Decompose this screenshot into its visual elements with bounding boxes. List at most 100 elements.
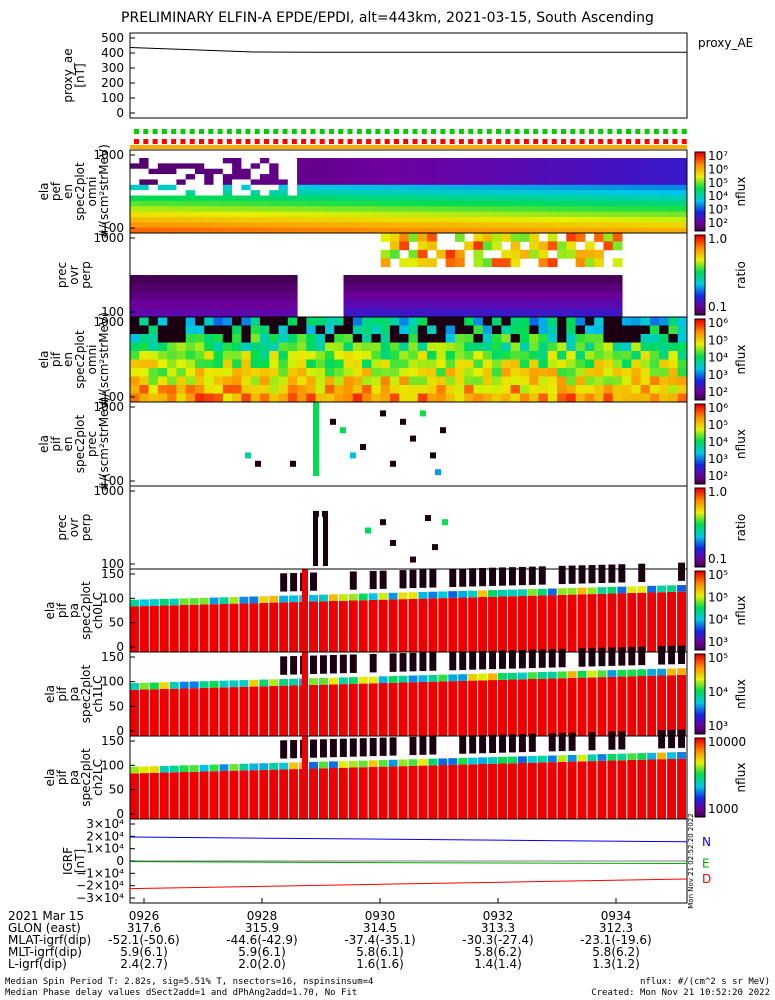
heatmap-cell <box>148 211 159 218</box>
heatmap-cell <box>213 163 224 170</box>
heatmap-cell <box>241 376 252 386</box>
heatmap-cell <box>622 195 632 202</box>
colorbar-segment <box>695 436 705 439</box>
colorbar-segment <box>695 281 705 284</box>
heatmap-cell <box>622 216 632 223</box>
heatmap-cell <box>668 158 679 164</box>
heatmap-cell <box>501 206 512 213</box>
colorbar-segment <box>695 353 705 356</box>
heatmap-cell <box>557 163 567 170</box>
heatmap-cell <box>668 168 679 175</box>
heatmap-cell <box>289 595 299 603</box>
heatmap-cell <box>249 596 259 604</box>
heatmap-cell <box>213 325 224 335</box>
heatmap-cell <box>501 300 512 310</box>
heatmap-cell <box>297 158 307 164</box>
heatmap-cell <box>612 206 623 213</box>
heatmap-cell <box>436 163 447 170</box>
x-tick-value: 314.5 <box>363 921 397 935</box>
heatmap-cell <box>222 300 233 310</box>
y-tick-label: 0 <box>116 106 124 120</box>
heatmap-cell <box>510 325 521 335</box>
heatmap-cell <box>622 168 632 175</box>
heatmap-cell <box>519 168 530 175</box>
heatmap-cell <box>378 599 388 652</box>
heatmap-cell <box>255 460 261 467</box>
heatmap-cell <box>250 300 261 310</box>
heatmap-cell <box>167 222 177 229</box>
heatmap-cell <box>194 174 205 180</box>
heatmap-cell <box>302 652 308 736</box>
colorbar-frame <box>694 151 706 232</box>
heatmap-cell <box>362 393 372 403</box>
heatmap-cell <box>482 275 493 284</box>
heatmap-cell <box>130 216 140 223</box>
heatmap-cell <box>438 758 448 766</box>
heatmap-cell <box>306 211 317 218</box>
colorbar-segment <box>695 745 705 749</box>
heatmap-cell <box>149 599 159 606</box>
colorbar-segment <box>695 505 705 509</box>
colorbar-segment <box>695 255 705 258</box>
heatmap-cell <box>492 283 502 293</box>
heatmap-cell <box>176 163 187 170</box>
y-axis-label: #/(scm²strMeV) <box>97 312 111 407</box>
heatmap-cell <box>603 179 614 186</box>
heatmap-cell <box>677 216 688 223</box>
heatmap-cell <box>324 393 335 403</box>
colorbar-segment <box>695 696 705 699</box>
y-axis-label: perp <box>79 261 93 289</box>
heatmap-cell <box>594 249 604 259</box>
heatmap-cell <box>380 283 391 293</box>
heatmap-cell <box>259 393 270 403</box>
x-tick-value: 2.0(2.0) <box>238 957 286 971</box>
heatmap-cell <box>194 334 205 343</box>
heatmap-cell <box>529 222 539 229</box>
heatmap-cell <box>587 594 597 652</box>
heatmap-cell <box>329 655 337 674</box>
heatmap-cell <box>204 216 215 223</box>
heatmap-cell <box>287 195 298 202</box>
heatmap-cell <box>380 300 391 310</box>
heatmap-cell <box>473 258 484 268</box>
heatmap-cell <box>627 753 637 761</box>
colorbar-segment <box>695 732 705 735</box>
heatmap-cell <box>631 317 642 326</box>
colorbar-tick-label: 10⁷ <box>708 149 728 163</box>
heatmap-cell <box>618 731 626 750</box>
colorbar-segment <box>695 785 705 788</box>
heatmap-cell <box>338 677 348 685</box>
heatmap-cell <box>627 676 637 736</box>
heatmap-cell <box>622 359 632 369</box>
heatmap-cell <box>597 677 607 736</box>
spin-flag-green <box>486 129 492 134</box>
heatmap-cell <box>473 275 484 284</box>
heatmap-cell <box>306 184 317 191</box>
heatmap-cell <box>482 222 493 229</box>
heatmap-cell <box>380 158 391 164</box>
x-tick-value: 2.4(2.7) <box>120 957 168 971</box>
spin-flag-green <box>588 129 594 134</box>
spin-flag-red <box>291 139 297 144</box>
heatmap-cell <box>527 595 537 652</box>
heatmap-cell <box>148 308 159 318</box>
heatmap-cell <box>213 174 224 180</box>
heatmap-cell <box>584 342 595 352</box>
heatmap-cell <box>594 308 604 318</box>
x-row-label: GLON (east) <box>8 921 81 935</box>
heatmap-cell <box>380 168 391 175</box>
heatmap-cell <box>222 211 233 218</box>
heatmap-cell <box>399 195 409 202</box>
colorbar-segment <box>695 628 705 631</box>
heatmap-cell <box>352 190 363 196</box>
heatmap-cell <box>408 291 419 301</box>
heatmap-cell <box>445 206 456 213</box>
heatmap-cell <box>148 385 159 394</box>
heatmap-cell <box>358 683 368 736</box>
y-tick-label: 0 <box>116 724 124 738</box>
colorbar-segment <box>695 572 705 576</box>
heatmap-cell <box>464 359 474 369</box>
heatmap-cell <box>473 233 484 242</box>
heatmap-cell <box>566 359 577 369</box>
heatmap-cell <box>445 158 456 164</box>
